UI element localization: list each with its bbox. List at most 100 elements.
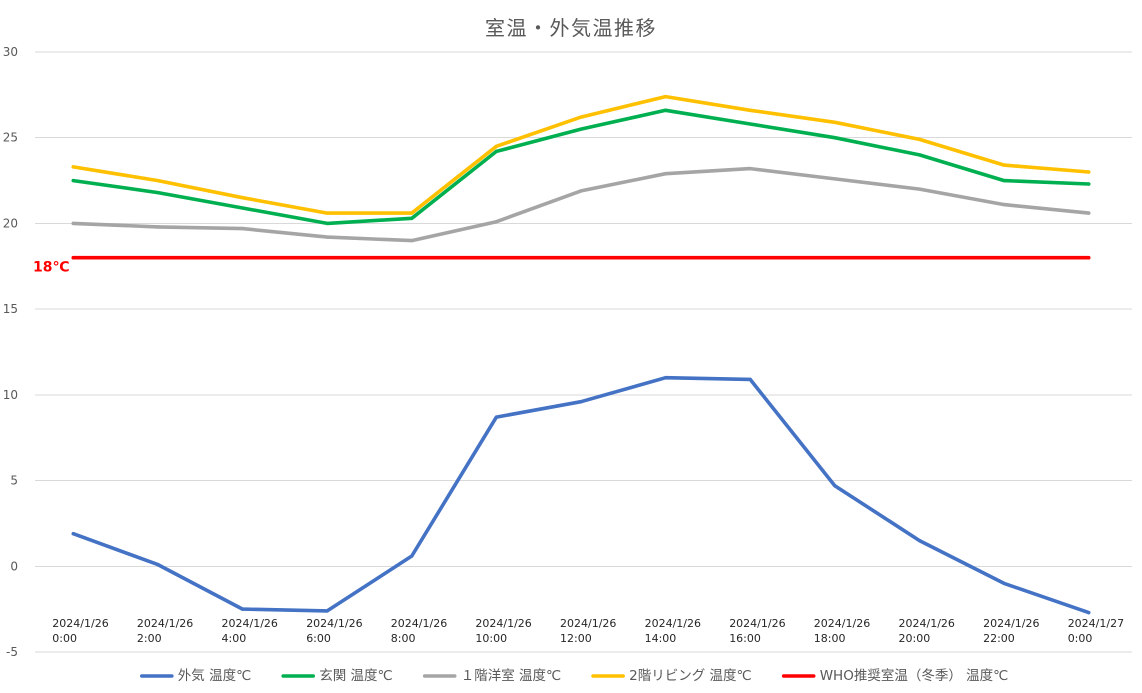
x-tick-label-time: 12:00 bbox=[560, 632, 592, 645]
data-point-entrance bbox=[579, 127, 583, 131]
x-tick-label-date: 2024/1/26 bbox=[983, 617, 1043, 630]
data-point-2f-living-room bbox=[410, 211, 414, 215]
x-tick-label-time: 18:00 bbox=[814, 632, 846, 645]
data-point-1f-western-room bbox=[917, 187, 922, 191]
data-point-entrance bbox=[71, 179, 75, 183]
series-1f-western-room bbox=[71, 166, 1091, 243]
legend: 外気 温度℃ 玄関 温度℃ １階洋室 温度℃ 2階リビング 温度℃ WHO推奨室温（冬季… bbox=[140, 667, 1009, 684]
x-tick-label-date: 2024/1/26 bbox=[560, 617, 620, 630]
data-point-who-recommended-winter bbox=[1087, 256, 1091, 260]
data-point-who-recommended-winter bbox=[240, 256, 245, 260]
series-lines bbox=[71, 94, 1091, 615]
data-point-entrance bbox=[833, 136, 837, 140]
data-point-1f-western-room bbox=[833, 177, 837, 181]
data-point-2f-living-room bbox=[71, 165, 75, 169]
data-point-who-recommended-winter bbox=[71, 256, 75, 260]
x-tick-label-date: 2024/1/26 bbox=[391, 617, 451, 630]
data-point-2f-living-room bbox=[833, 120, 837, 124]
chart-title: 室温・外気温推移 bbox=[485, 16, 657, 40]
data-point-1f-western-room bbox=[240, 227, 245, 231]
data-point-1f-western-room bbox=[1002, 203, 1006, 207]
data-point-2f-living-room bbox=[240, 196, 245, 200]
data-point-outdoor bbox=[1087, 611, 1091, 615]
data-point-outdoor bbox=[664, 376, 668, 380]
legend-item-2f-living-room: 2階リビング 温度℃ bbox=[591, 668, 752, 684]
data-point-2f-living-room bbox=[325, 211, 329, 215]
x-tick-label: 2024/1/26 10:00 bbox=[475, 617, 535, 645]
x-tick-label: 2024/1/26 12:00 bbox=[560, 617, 620, 645]
data-point-entrance bbox=[156, 191, 160, 195]
data-point-who-recommended-winter bbox=[664, 256, 668, 260]
legend-item-1f-western-room: １階洋室 温度℃ bbox=[422, 667, 561, 684]
x-tick-label-date: 2024/1/26 bbox=[52, 617, 112, 630]
y-tick-label: 15 bbox=[3, 302, 18, 316]
data-point-entrance bbox=[494, 149, 498, 153]
data-point-2f-living-room bbox=[1002, 163, 1006, 167]
legend-label: WHO推奨室温（冬季） 温度℃ bbox=[820, 667, 1009, 684]
x-tick-label-date: 2024/1/26 bbox=[137, 617, 197, 630]
data-point-1f-western-room bbox=[156, 225, 160, 229]
data-point-entrance bbox=[1002, 179, 1006, 183]
y-tick-label: -5 bbox=[6, 645, 18, 659]
data-point-1f-western-room bbox=[410, 239, 414, 243]
data-point-outdoor bbox=[1002, 581, 1006, 586]
data-point-who-recommended-winter bbox=[579, 256, 583, 260]
data-point-1f-western-room bbox=[1087, 211, 1091, 215]
x-tick-label-date: 2024/1/26 bbox=[814, 617, 874, 630]
data-point-1f-western-room bbox=[748, 167, 752, 171]
data-point-2f-living-room bbox=[579, 115, 583, 119]
x-tick-label-date: 2024/1/26 bbox=[306, 617, 366, 630]
x-tick-label-time: 14:00 bbox=[645, 632, 677, 645]
data-point-entrance bbox=[664, 108, 668, 112]
data-point-who-recommended-winter bbox=[833, 256, 837, 260]
x-tick-label-date: 2024/1/26 bbox=[645, 617, 705, 630]
data-point-1f-western-room bbox=[494, 220, 498, 224]
x-tick-label: 2024/1/27 0:00 bbox=[1068, 617, 1128, 645]
data-point-outdoor bbox=[240, 607, 245, 611]
data-point-entrance bbox=[748, 122, 752, 126]
series-entrance bbox=[71, 108, 1091, 226]
x-tick-label: 2024/1/26 22:00 bbox=[983, 617, 1043, 645]
data-point-entrance bbox=[325, 221, 329, 225]
legend-item-who-recommended-winter: WHO推奨室温（冬季） 温度℃ bbox=[781, 667, 1009, 684]
gridlines bbox=[35, 51, 1132, 653]
data-point-2f-living-room bbox=[748, 108, 752, 112]
annotation-label: 18℃ bbox=[33, 260, 69, 276]
x-tick-label-time: 16:00 bbox=[729, 632, 761, 645]
data-point-entrance bbox=[240, 206, 245, 210]
data-point-1f-western-room bbox=[664, 172, 668, 176]
x-tick-label-time: 0:00 bbox=[52, 632, 77, 645]
data-point-2f-living-room bbox=[494, 144, 498, 148]
y-tick-label: 30 bbox=[3, 45, 18, 59]
x-tick-label: 2024/1/26 6:00 bbox=[306, 617, 366, 645]
y-tick-label: 20 bbox=[3, 216, 18, 230]
x-tick-label: 2024/1/26 2:00 bbox=[137, 617, 197, 645]
data-point-2f-living-room bbox=[156, 179, 160, 183]
data-point-entrance bbox=[1087, 182, 1091, 186]
series-2f-living-room bbox=[71, 94, 1091, 215]
series-outdoor bbox=[71, 375, 1091, 615]
x-tick-label-time: 8:00 bbox=[391, 632, 416, 645]
x-tick-label-time: 6:00 bbox=[306, 632, 331, 645]
x-tick-label: 2024/1/26 0:00 bbox=[52, 617, 112, 645]
y-axis-tick-labels: -5 0 5 10 15 20 25 30 bbox=[3, 45, 18, 659]
data-point-entrance bbox=[410, 216, 414, 220]
data-point-who-recommended-winter bbox=[494, 256, 498, 260]
x-tick-label-time: 10:00 bbox=[475, 632, 507, 645]
data-point-outdoor bbox=[410, 554, 414, 558]
x-tick-label-date: 2024/1/26 bbox=[475, 617, 535, 630]
data-point-2f-living-room bbox=[917, 137, 922, 141]
data-point-who-recommended-winter bbox=[1002, 256, 1006, 260]
legend-label: 玄関 温度℃ bbox=[319, 667, 392, 684]
data-point-outdoor bbox=[917, 539, 922, 543]
data-point-1f-western-room bbox=[325, 235, 329, 239]
x-tick-label-time: 0:00 bbox=[1068, 632, 1093, 645]
x-tick-label-date: 2024/1/26 bbox=[222, 617, 282, 630]
data-point-outdoor bbox=[71, 532, 75, 536]
x-tick-label-time: 20:00 bbox=[899, 632, 931, 645]
y-tick-label: 5 bbox=[10, 474, 18, 488]
x-tick-label-date: 2024/1/26 bbox=[729, 617, 789, 630]
